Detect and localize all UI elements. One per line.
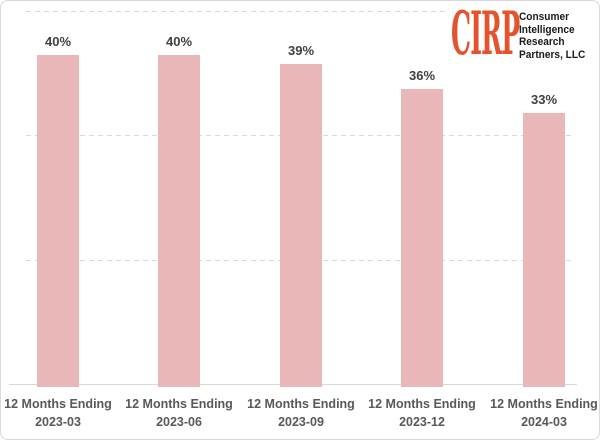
bar-group: 36% 12 Months Ending 2023-12: [362, 1, 482, 439]
x-axis-category-label: 12 Months Ending 2023-06: [119, 395, 239, 431]
x-axis-category-label: 12 Months Ending 2023-03: [1, 395, 118, 431]
category-line1: 12 Months Ending: [247, 397, 355, 411]
bar: [37, 55, 79, 387]
bar-value-label: 40%: [165, 34, 193, 50]
bar-value-label: 33%: [530, 92, 558, 108]
bar-group: 39% 12 Months Ending 2023-09: [241, 1, 361, 439]
logo-text-line: Intelligence: [518, 23, 575, 36]
category-line1: 12 Months Ending: [4, 397, 112, 411]
bar-value-label: 39%: [287, 42, 315, 58]
category-line1: 12 Months Ending: [490, 397, 598, 411]
category-line2: 2023-06: [156, 415, 202, 429]
x-axis-category-label: 12 Months Ending 2023-09: [241, 395, 361, 431]
category-line2: 2023-03: [35, 415, 81, 429]
bar-value-label: 36%: [408, 67, 436, 83]
bar-group: 40% 12 Months Ending 2023-06: [119, 1, 239, 439]
cirp-logo: CIRP Consumer Intelligence Research Part…: [446, 0, 593, 69]
category-line2: 2024-03: [521, 415, 567, 429]
bar: [280, 63, 322, 387]
category-line2: 2023-12: [399, 415, 445, 429]
x-axis-category-label: 12 Months Ending 2023-12: [362, 395, 482, 431]
bar-group: 40% 12 Months Ending 2023-03: [1, 1, 118, 439]
logo-text-line: Consumer: [518, 11, 569, 23]
x-axis-category-label: 12 Months Ending 2024-03: [484, 395, 599, 431]
bar-group: 33% 12 Months Ending 2024-03: [484, 1, 599, 439]
gridline: [26, 11, 571, 12]
category-line1: 12 Months Ending: [368, 397, 476, 411]
bar: [401, 88, 443, 387]
bar: [523, 113, 565, 387]
bar-value-label: 40%: [44, 34, 72, 50]
logo-text-line: Partners, LLC: [518, 48, 586, 61]
logo-text-line: Research: [518, 36, 565, 48]
cirp-logo-wordmark: CIRP: [450, 0, 520, 69]
cirp-logo-company-name: Consumer Intelligence Research Partners,…: [519, 9, 585, 61]
category-line2: 2023-09: [278, 415, 324, 429]
category-line1: 12 Months Ending: [125, 397, 233, 411]
bar: [158, 55, 200, 387]
